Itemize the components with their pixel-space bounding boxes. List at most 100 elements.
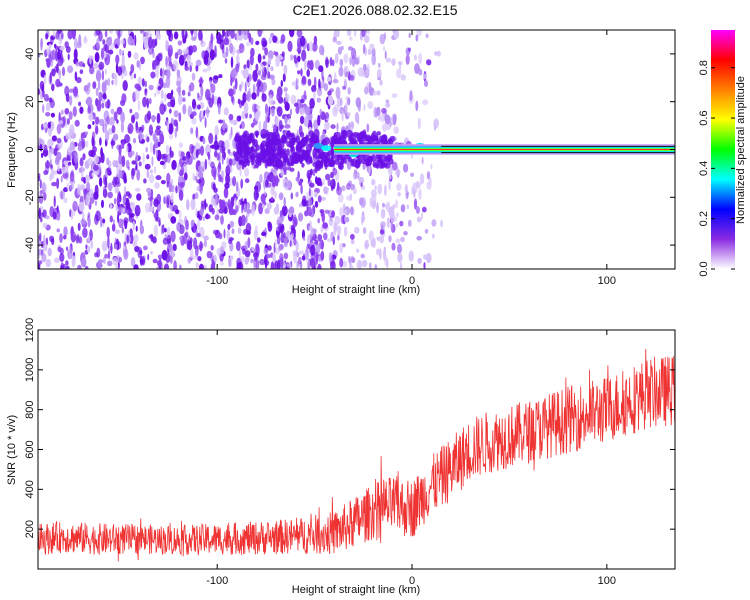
noise-blob xyxy=(141,255,146,266)
noise-blob xyxy=(147,192,152,197)
noise-blob xyxy=(180,166,185,175)
noise-blob xyxy=(79,157,84,167)
noise-blob xyxy=(131,160,136,165)
noise-blob xyxy=(382,248,387,261)
noise-blob xyxy=(313,35,318,45)
noise-blob xyxy=(320,81,326,89)
noise-blob xyxy=(415,206,420,214)
noise-blob xyxy=(175,185,178,194)
noise-blob xyxy=(321,239,324,251)
noise-blob xyxy=(328,251,333,263)
noise-blob xyxy=(397,61,403,66)
noise-blob xyxy=(71,210,73,220)
noise-blob xyxy=(267,221,272,228)
noise-blob xyxy=(51,135,58,142)
noise-blob xyxy=(213,75,219,80)
noise-blob xyxy=(210,83,216,94)
noise-blob xyxy=(45,33,49,40)
noise-blob xyxy=(87,235,91,242)
noise-blob xyxy=(181,89,186,96)
noise-blob xyxy=(361,259,368,268)
noise-blob xyxy=(42,148,49,157)
noise-blob xyxy=(281,148,287,154)
noise-blob xyxy=(307,60,310,66)
noise-blob xyxy=(149,141,153,153)
noise-blob xyxy=(381,136,387,144)
noise-blob xyxy=(425,33,429,39)
noise-blob xyxy=(69,184,73,190)
noise-blob xyxy=(202,137,206,145)
noise-blob xyxy=(335,86,341,99)
noise-blob xyxy=(195,64,199,72)
noise-blob xyxy=(222,119,226,131)
noise-blob xyxy=(107,250,111,260)
noise-blob xyxy=(249,113,252,119)
noise-blob xyxy=(202,68,208,73)
noise-blob xyxy=(311,84,317,93)
noise-blob xyxy=(242,248,246,255)
noise-blob xyxy=(356,248,360,253)
noise-blob xyxy=(374,185,377,191)
noise-blob xyxy=(237,227,242,234)
noise-blob xyxy=(310,244,316,256)
x-axis-label: Height of straight line (km) xyxy=(292,284,420,296)
noise-blob xyxy=(57,246,62,252)
noise-blob xyxy=(251,204,255,216)
noise-blob xyxy=(405,54,410,65)
noise-blob xyxy=(244,241,249,251)
noise-blob xyxy=(125,159,130,169)
noise-blob xyxy=(304,210,309,217)
noise-blob xyxy=(330,260,336,269)
noise-blob xyxy=(279,253,284,264)
noise-blob xyxy=(114,243,118,249)
noise-blob xyxy=(331,59,335,67)
noise-blob xyxy=(317,114,321,127)
noise-blob xyxy=(262,82,267,92)
noise-blob xyxy=(62,115,66,126)
noise-blob xyxy=(87,124,92,130)
noise-blob xyxy=(195,59,202,67)
noise-blob xyxy=(268,94,274,106)
noise-blob xyxy=(153,224,158,237)
noise-blob xyxy=(47,247,52,257)
noise-blob xyxy=(104,253,109,259)
noise-blob xyxy=(135,126,141,134)
noise-blob xyxy=(331,210,335,218)
noise-blob xyxy=(279,226,284,232)
noise-blob xyxy=(242,130,250,141)
signal-band xyxy=(334,149,675,150)
noise-blob xyxy=(242,146,249,152)
noise-blob xyxy=(372,91,378,96)
noise-blob xyxy=(346,183,351,190)
noise-blob xyxy=(74,37,78,50)
noise-blob xyxy=(90,239,94,249)
noise-blob xyxy=(177,40,183,46)
noise-blob xyxy=(283,237,288,243)
noise-blob xyxy=(268,36,272,45)
noise-blob xyxy=(209,49,215,61)
noise-blob xyxy=(227,223,231,231)
noise-blob xyxy=(54,49,58,62)
noise-blob xyxy=(396,222,398,228)
noise-blob xyxy=(389,122,392,128)
noise-blob xyxy=(310,257,316,268)
noise-blob xyxy=(127,35,134,46)
noise-blob xyxy=(182,163,188,176)
noise-blob xyxy=(48,97,53,103)
noise-blob xyxy=(170,178,174,185)
noise-blob xyxy=(155,149,158,158)
noise-blob xyxy=(343,226,348,237)
noise-blob xyxy=(111,223,116,232)
noise-blob xyxy=(256,237,261,243)
noise-blob xyxy=(257,53,262,64)
noise-blob xyxy=(235,181,239,192)
noise-blob xyxy=(98,91,103,102)
noise-blob xyxy=(256,85,260,97)
noise-blob xyxy=(348,74,355,81)
noise-blob xyxy=(60,175,63,183)
noise-blob xyxy=(133,73,137,79)
noise-blob xyxy=(132,114,135,123)
noise-blob xyxy=(249,155,253,160)
noise-blob xyxy=(244,250,251,258)
noise-blob xyxy=(311,42,318,52)
